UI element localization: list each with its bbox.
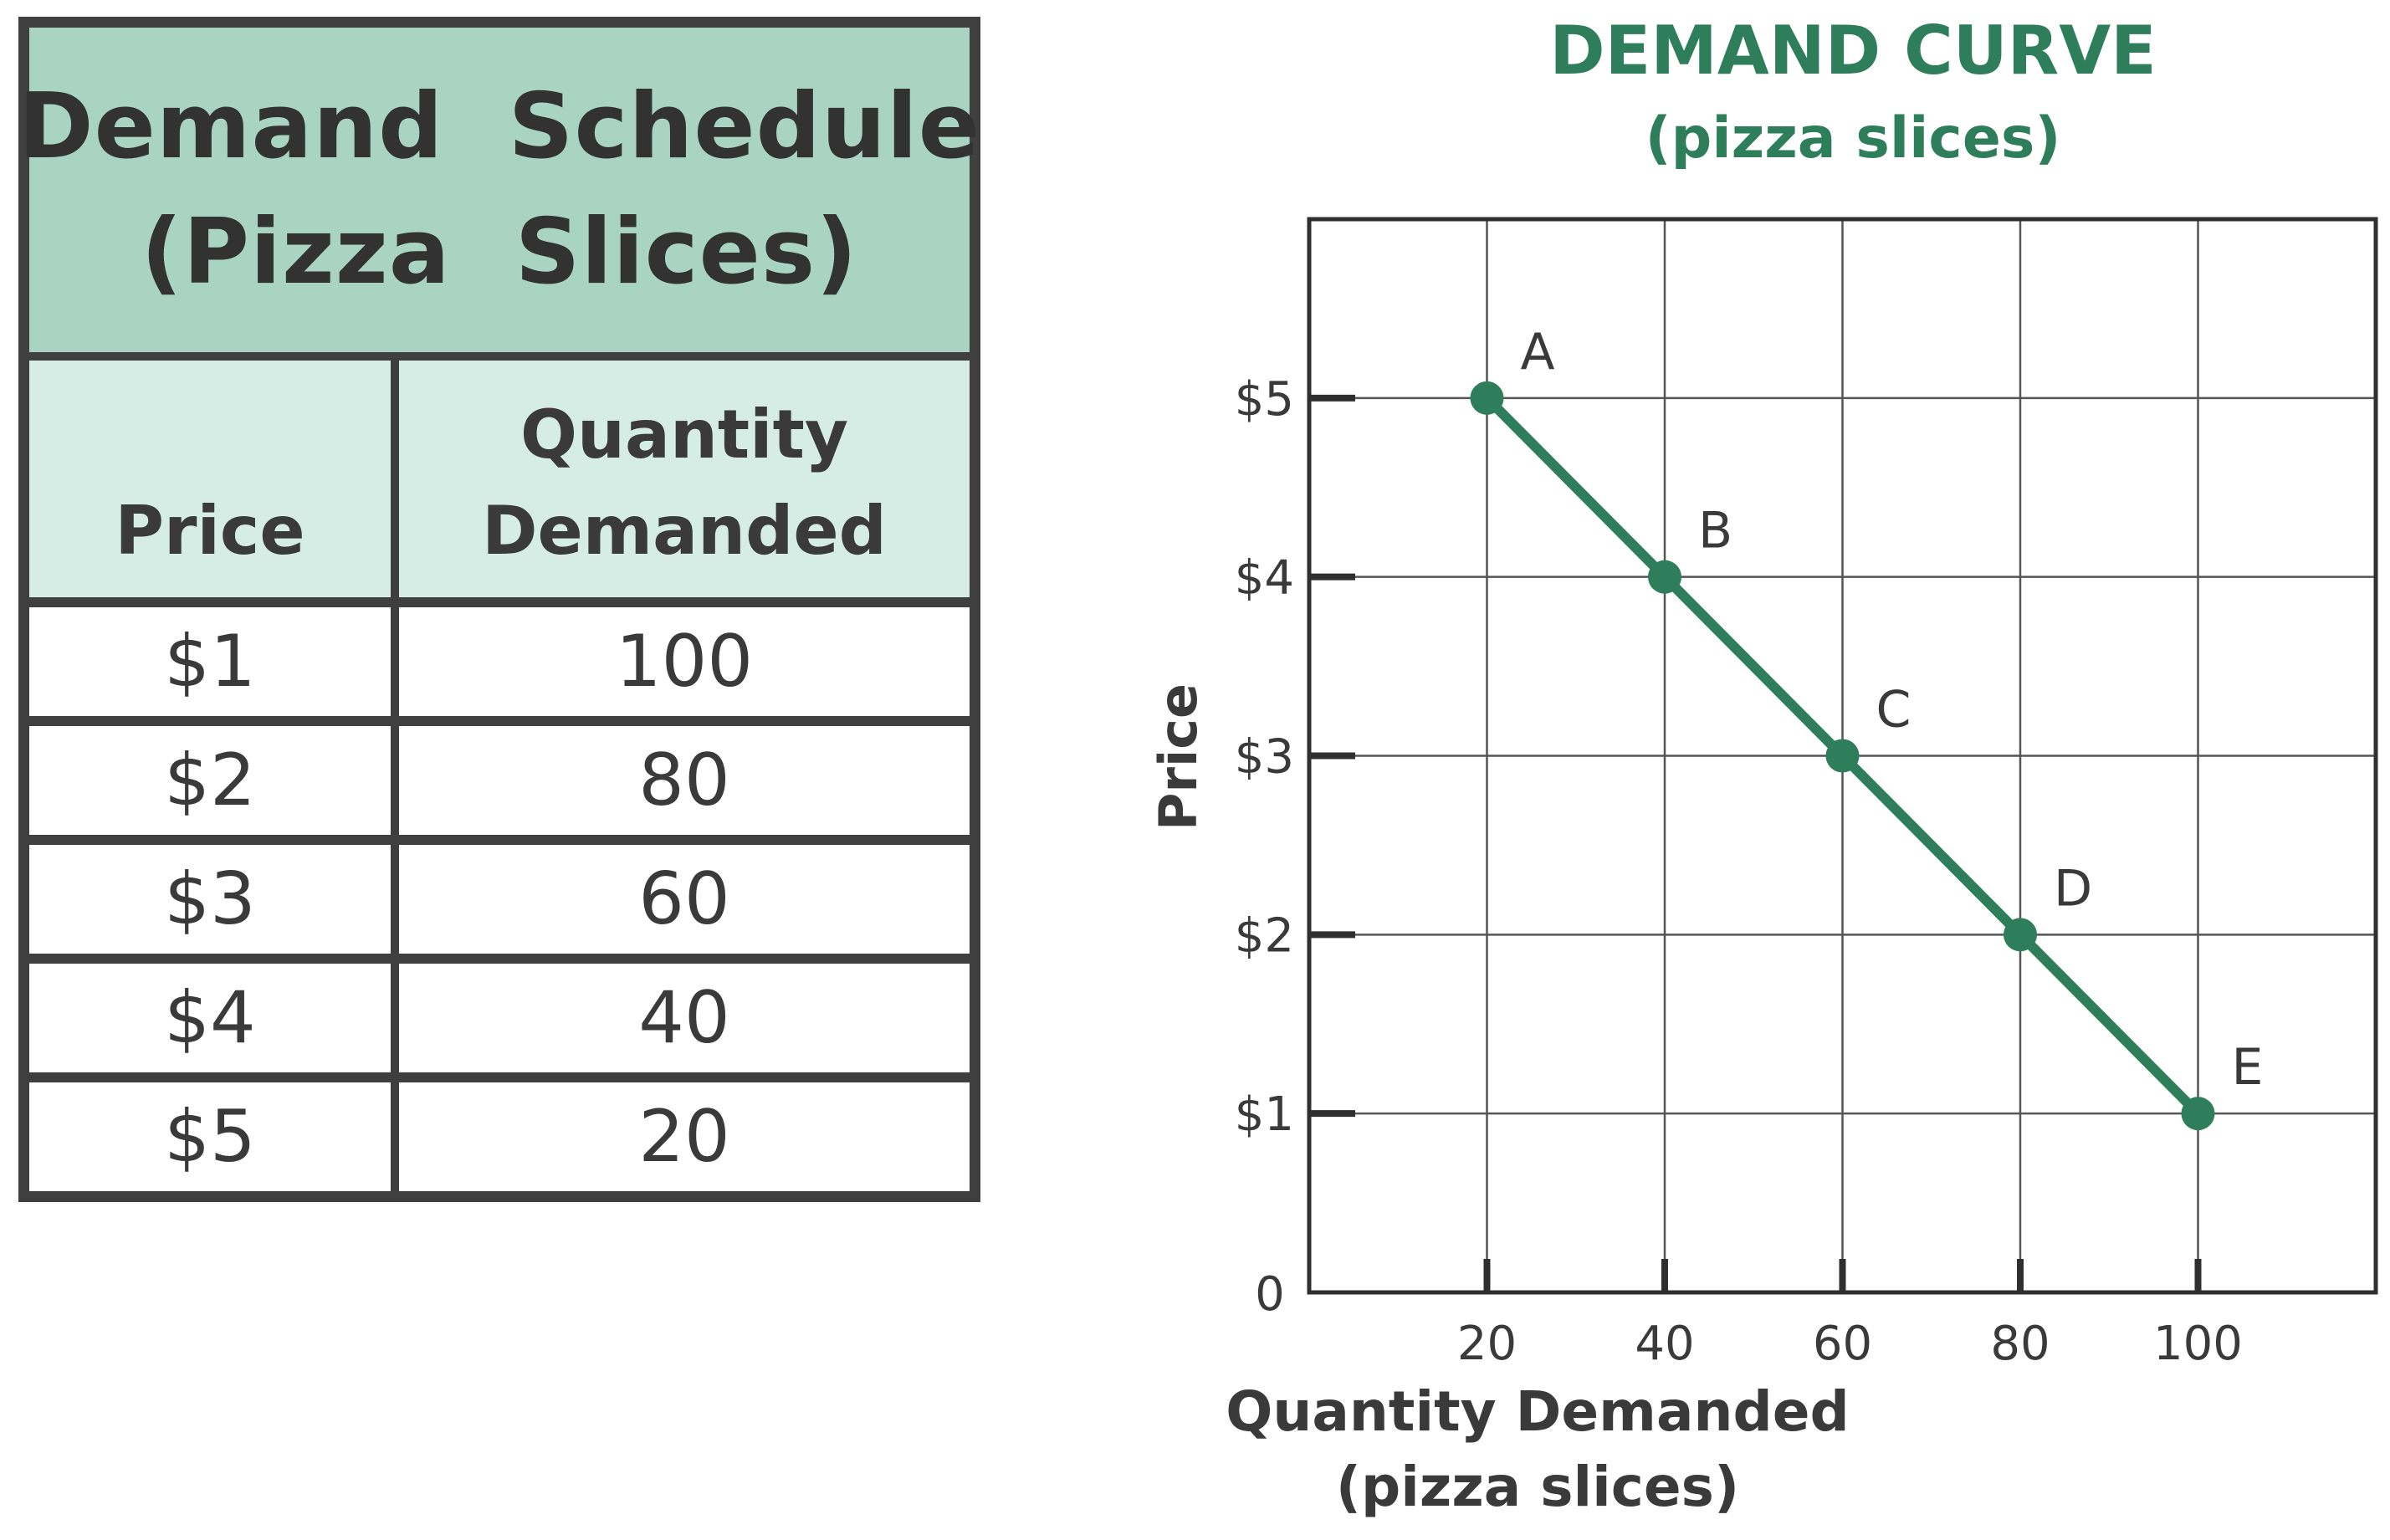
- y-tick-label: $1: [1235, 1087, 1294, 1142]
- data-points: A B C D E: [1470, 323, 2264, 1131]
- x-tick-label: 20: [1457, 1317, 1517, 1371]
- price-cell: $5: [29, 1082, 391, 1191]
- y-tick-label: $4: [1235, 551, 1294, 606]
- x-axis-label-sub: (pizza slices): [1336, 1455, 1739, 1519]
- data-point: [1825, 739, 1860, 773]
- point-label: C: [1876, 681, 1911, 739]
- data-point: [1648, 560, 1681, 594]
- demand-schedule-table: Demand Schedule (Pizza Slices) Price Qua…: [18, 17, 980, 1202]
- axis-ticks: 20 40 60 80 100 $1 $2 $3 $4 $5: [1235, 372, 2243, 1371]
- quantity-cell: 20: [399, 1082, 970, 1191]
- origin-label: 0: [1255, 1267, 1285, 1322]
- table-row: $1 100: [29, 607, 970, 716]
- price-cell: $1: [29, 607, 391, 716]
- x-tick-label: 40: [1635, 1317, 1694, 1371]
- quantity-header-line2: Demanded: [482, 492, 887, 570]
- point-label: D: [2054, 859, 2092, 918]
- chart-subtitle: (pizza slices): [1645, 105, 2061, 171]
- quantity-cell: 40: [399, 964, 970, 1072]
- quantity-cell: 100: [399, 607, 970, 716]
- price-cell: $4: [29, 964, 391, 1072]
- y-axis-label: Price: [1148, 683, 1209, 831]
- table-row: $4 40: [29, 964, 970, 1072]
- data-point: [1470, 381, 1504, 415]
- point-label: A: [1521, 323, 1555, 381]
- point-label: E: [2232, 1038, 2264, 1097]
- x-tick-label: 100: [2153, 1317, 2243, 1371]
- price-column-header: Price: [29, 361, 391, 597]
- table-header: Price Quantity Demanded: [29, 361, 970, 597]
- quantity-column-header: Quantity Demanded: [399, 361, 970, 597]
- x-tick-label: 60: [1813, 1317, 1872, 1371]
- point-label: B: [1698, 502, 1732, 560]
- table-title-line2: (Pizza Slices): [141, 200, 858, 304]
- x-tick-label: 80: [1990, 1317, 2050, 1371]
- y-tick-label: $2: [1235, 908, 1294, 963]
- price-cell: $2: [29, 726, 391, 835]
- y-tick-label: $3: [1235, 730, 1294, 785]
- table-row: $5 20: [29, 1082, 970, 1191]
- price-cell: $3: [29, 845, 391, 954]
- quantity-cell: 60: [399, 845, 970, 954]
- data-point: [2004, 918, 2037, 952]
- y-tick-label: $5: [1235, 372, 1294, 427]
- chart-title: DEMAND CURVE: [1549, 12, 2157, 90]
- table-title-line1: Demand Schedule: [18, 74, 981, 179]
- table-row: $2 80: [29, 726, 970, 835]
- data-point: [2181, 1097, 2215, 1131]
- x-axis-label: Quantity Demanded: [1226, 1379, 1849, 1444]
- quantity-cell: 80: [399, 726, 970, 835]
- quantity-header-line1: Quantity: [520, 396, 848, 473]
- table-row: $3 60: [29, 845, 970, 954]
- table-title: Demand Schedule (Pizza Slices): [18, 28, 980, 352]
